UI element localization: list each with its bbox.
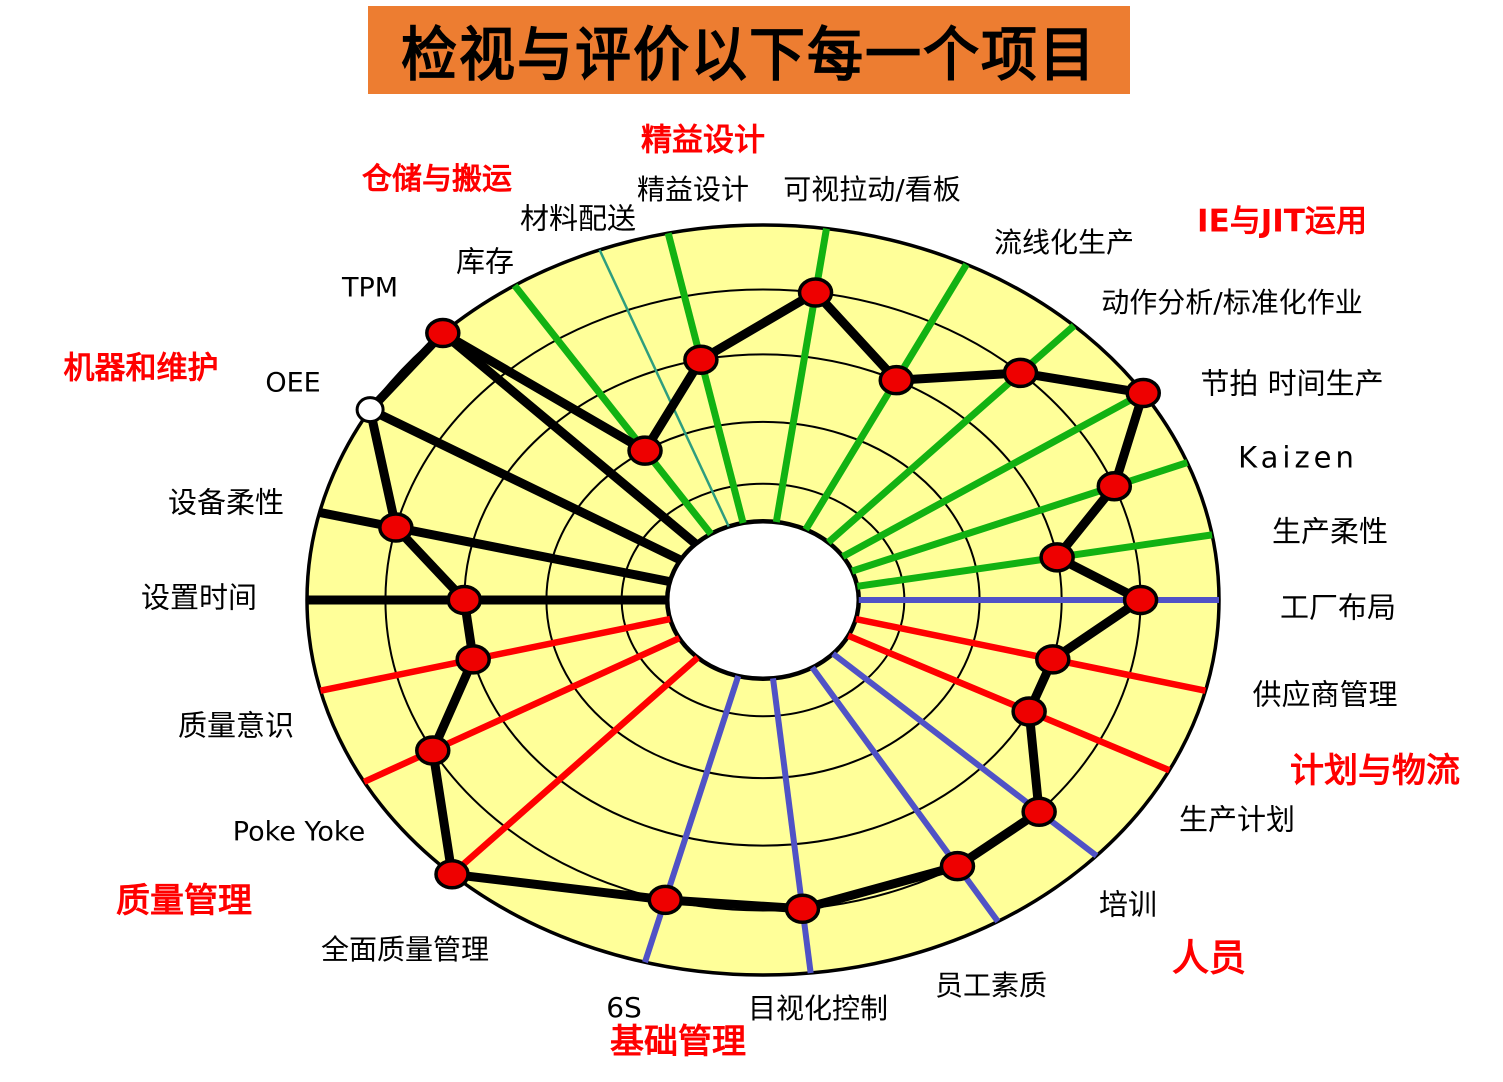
spoke-15 <box>362 635 681 785</box>
category-label-21: 库存 <box>455 244 515 279</box>
spoke-6 <box>856 531 1213 590</box>
group-header-5: 人员 <box>1172 936 1246 980</box>
spoke-8 <box>855 615 1207 694</box>
hub <box>664 519 862 681</box>
spoke-2 <box>802 262 970 532</box>
category-label-13: 6S <box>606 991 642 1024</box>
group-header-0: 精益设计 <box>641 122 765 159</box>
data-point-1 <box>797 277 834 308</box>
category-label-2: 流线化生产 <box>993 226 1135 259</box>
category-label-17: 设置时间 <box>140 580 258 615</box>
data-point-20 <box>425 317 461 349</box>
spoke-18 <box>318 508 671 587</box>
category-label-11: 员工素质 <box>934 969 1048 1002</box>
data-point-18 <box>378 512 414 543</box>
group-header-4: 计划与物流 <box>1290 751 1460 791</box>
data-point-11 <box>939 850 976 882</box>
category-label-16: 质量意识 <box>177 708 295 743</box>
spoke-10 <box>831 651 1099 859</box>
data-point-4 <box>1125 377 1162 409</box>
category-label-3: 动作分析/标准化作业 <box>1101 286 1363 319</box>
data-point-12 <box>784 893 821 925</box>
category-label-14: 全面质量管理 <box>320 933 490 966</box>
category-label-20: TPM <box>341 272 399 304</box>
open-data-point-19 <box>355 396 385 424</box>
data-point-9 <box>1011 696 1047 727</box>
group-header-1: 仓储与搬运 <box>362 162 512 197</box>
data-point-3 <box>1002 357 1039 389</box>
category-label-15: Poke Yoke <box>232 816 366 848</box>
category-label-12: 目视化控制 <box>747 992 889 1025</box>
category-label-19: OEE <box>265 367 321 399</box>
page-title: 检视与评价以下每一个项目 <box>401 21 1097 90</box>
category-label-22: 材料配送 <box>519 201 637 236</box>
category-label-9: 生产计划 <box>1178 802 1296 837</box>
category-label-8: 供应商管理 <box>1252 677 1398 712</box>
spoke-3 <box>825 323 1077 546</box>
group-header-6: 基础管理 <box>610 1022 746 1062</box>
group-header-7: 质量管理 <box>116 881 252 921</box>
spoke-9 <box>847 632 1171 774</box>
data-point-15 <box>415 735 451 766</box>
category-label-7: 工厂布局 <box>1279 590 1397 625</box>
category-label-10: 培训 <box>1098 887 1158 922</box>
spoke-20 <box>439 329 699 548</box>
spoke-14 <box>449 655 700 877</box>
category-label-0: 精益设计 <box>636 173 750 206</box>
data-point-16 <box>455 644 491 675</box>
data-point-21 <box>627 435 663 466</box>
category-label-1: 可视拉动/看板 <box>783 173 961 206</box>
data-point-17 <box>446 584 483 616</box>
spoke-22 <box>598 249 730 528</box>
data-point-2 <box>878 364 915 396</box>
group-header-2: IE与JIT运用 <box>1197 203 1367 240</box>
data-point-8 <box>1035 644 1071 675</box>
data-point-13 <box>647 884 684 916</box>
category-label-18: 设备柔性 <box>167 485 285 520</box>
category-label-4: 节拍 时间生产 <box>1200 366 1384 401</box>
spoke-11 <box>809 665 1001 924</box>
spoke-5 <box>851 459 1189 575</box>
data-point-7 <box>1122 584 1159 616</box>
data-point-6 <box>1039 542 1075 573</box>
data-point-10 <box>1021 796 1057 828</box>
category-label-5: Kaizen <box>1238 440 1358 475</box>
title-banner: 检视与评价以下每一个项目 <box>368 6 1130 94</box>
spoke-0 <box>664 232 747 524</box>
data-point-14 <box>434 859 470 890</box>
spoke-19 <box>368 405 683 565</box>
group-header-3: 机器和维护 <box>63 350 219 387</box>
spoke-21 <box>511 283 714 537</box>
data-point-0 <box>683 344 719 375</box>
data-point-5 <box>1096 470 1133 502</box>
spoke-16 <box>319 615 671 694</box>
category-label-6: 生产柔性 <box>1271 514 1389 549</box>
spoke-4 <box>841 389 1145 560</box>
